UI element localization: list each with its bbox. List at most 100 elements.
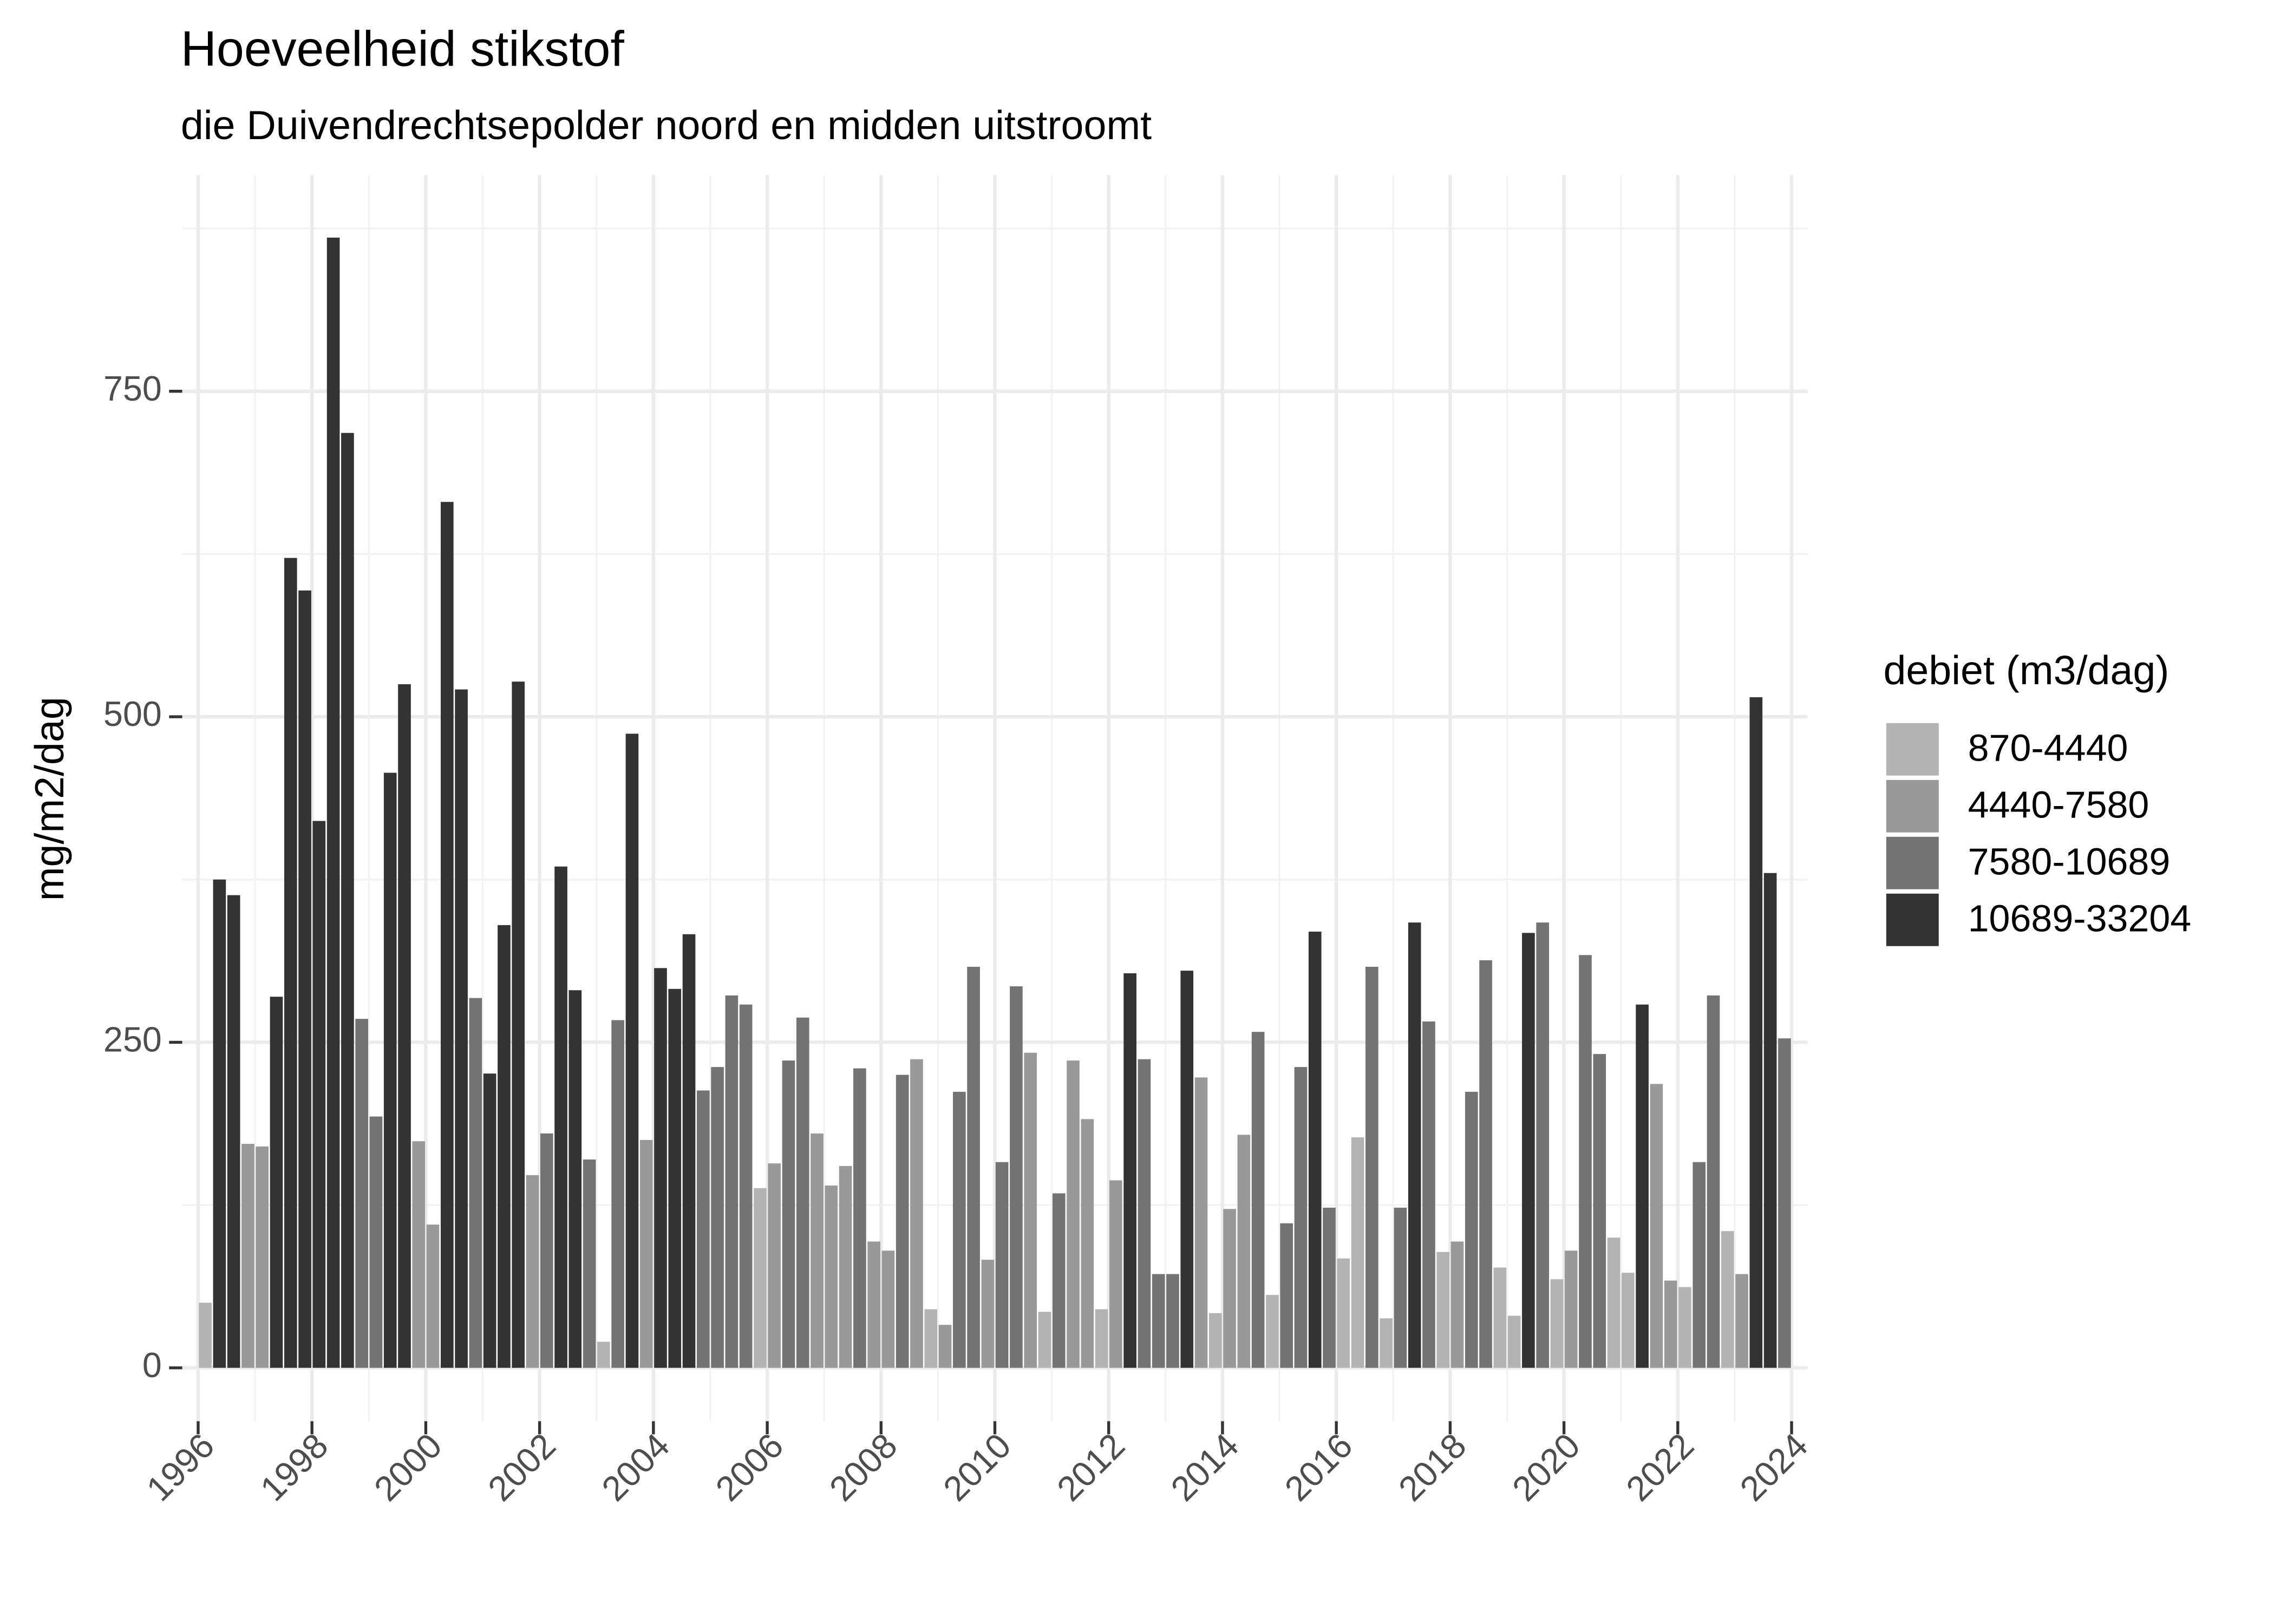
bar — [227, 895, 240, 1368]
bar — [1507, 1315, 1521, 1368]
bar — [1564, 1250, 1578, 1368]
y-tick-label: 250 — [103, 1020, 162, 1059]
bar — [1763, 873, 1777, 1368]
bar — [455, 689, 468, 1368]
bar — [1450, 1241, 1464, 1368]
bar — [312, 821, 326, 1368]
chart-title: Hoeveelheid stikstof — [181, 21, 625, 76]
bar — [256, 1146, 269, 1368]
y-tick-label: 0 — [142, 1346, 162, 1385]
bar — [1394, 1207, 1407, 1368]
bar — [696, 1090, 710, 1368]
bar — [967, 966, 980, 1368]
bar — [597, 1341, 610, 1368]
bar — [654, 968, 667, 1368]
bar — [1622, 1273, 1635, 1368]
bar — [768, 1163, 781, 1368]
bar — [1038, 1312, 1051, 1368]
bar — [1180, 971, 1194, 1368]
legend-label: 7580-10689 — [1968, 840, 2171, 882]
bar — [839, 1165, 852, 1368]
bar — [981, 1260, 995, 1368]
bar — [483, 1073, 496, 1368]
bar — [711, 1067, 724, 1368]
bar — [554, 866, 567, 1368]
bar — [1408, 922, 1421, 1368]
bar — [782, 1060, 795, 1368]
bar — [1436, 1252, 1450, 1368]
bar — [1749, 697, 1763, 1368]
legend-label: 870-4440 — [1968, 726, 2128, 769]
bar — [426, 1224, 440, 1368]
legend-label: 4440-7580 — [1968, 783, 2149, 826]
bar — [498, 925, 511, 1368]
bar — [355, 1019, 368, 1368]
legend-swatch — [1886, 780, 1939, 833]
bar — [739, 1004, 753, 1368]
bar — [383, 772, 397, 1368]
legend-swatch — [1886, 723, 1939, 776]
bar — [1208, 1313, 1222, 1368]
bar — [298, 590, 311, 1368]
bar — [1308, 931, 1322, 1368]
bar — [682, 934, 696, 1368]
bar — [938, 1325, 952, 1368]
bar — [1266, 1295, 1279, 1368]
bar — [1664, 1280, 1677, 1368]
bar — [1593, 1054, 1606, 1368]
bar — [412, 1141, 426, 1368]
bar — [896, 1075, 909, 1368]
bar — [811, 1133, 824, 1368]
bar — [1550, 1279, 1564, 1368]
bar — [1636, 1004, 1649, 1368]
bar — [526, 1175, 539, 1368]
bar — [1194, 1077, 1208, 1368]
bar — [881, 1250, 895, 1368]
bar — [540, 1133, 553, 1368]
bar — [1735, 1274, 1748, 1368]
bar — [270, 997, 283, 1368]
bar — [1223, 1209, 1236, 1368]
bar — [1081, 1119, 1094, 1368]
bar — [369, 1116, 383, 1368]
bar — [1707, 995, 1720, 1368]
bar — [754, 1188, 767, 1368]
y-axis-label: mg/m2/dag — [27, 697, 72, 901]
bar — [625, 734, 639, 1368]
bar — [512, 682, 525, 1368]
legend-swatch — [1886, 836, 1939, 889]
bar — [924, 1309, 938, 1368]
bar — [995, 1162, 1009, 1368]
bar — [213, 879, 226, 1368]
bar — [1166, 1274, 1179, 1368]
chart-subtitle: die Duivendrechtsepolder noord en midden… — [181, 102, 1152, 148]
bar — [1365, 966, 1378, 1368]
bar — [1522, 933, 1535, 1368]
bar — [639, 1140, 653, 1368]
bar — [1579, 955, 1592, 1368]
bar — [568, 990, 582, 1368]
bar — [867, 1241, 880, 1368]
legend-title: debiet (m3/dag) — [1883, 647, 2169, 693]
bar — [583, 1159, 596, 1368]
bar — [1678, 1287, 1691, 1368]
bar — [469, 998, 482, 1368]
bar — [1280, 1223, 1293, 1368]
bar — [241, 1144, 254, 1368]
bar — [1351, 1137, 1364, 1368]
bar — [1052, 1193, 1066, 1368]
bar — [440, 502, 454, 1368]
bar — [341, 433, 354, 1368]
bar — [284, 558, 297, 1368]
bar — [1095, 1309, 1108, 1368]
bar — [1152, 1274, 1165, 1368]
bar — [1067, 1060, 1080, 1368]
legend-swatch — [1886, 893, 1939, 946]
y-tick-label: 500 — [103, 695, 162, 734]
bar — [1337, 1258, 1350, 1368]
bar — [1493, 1267, 1507, 1368]
bar — [1607, 1237, 1620, 1368]
bar — [1536, 922, 1550, 1368]
bar — [853, 1068, 866, 1368]
